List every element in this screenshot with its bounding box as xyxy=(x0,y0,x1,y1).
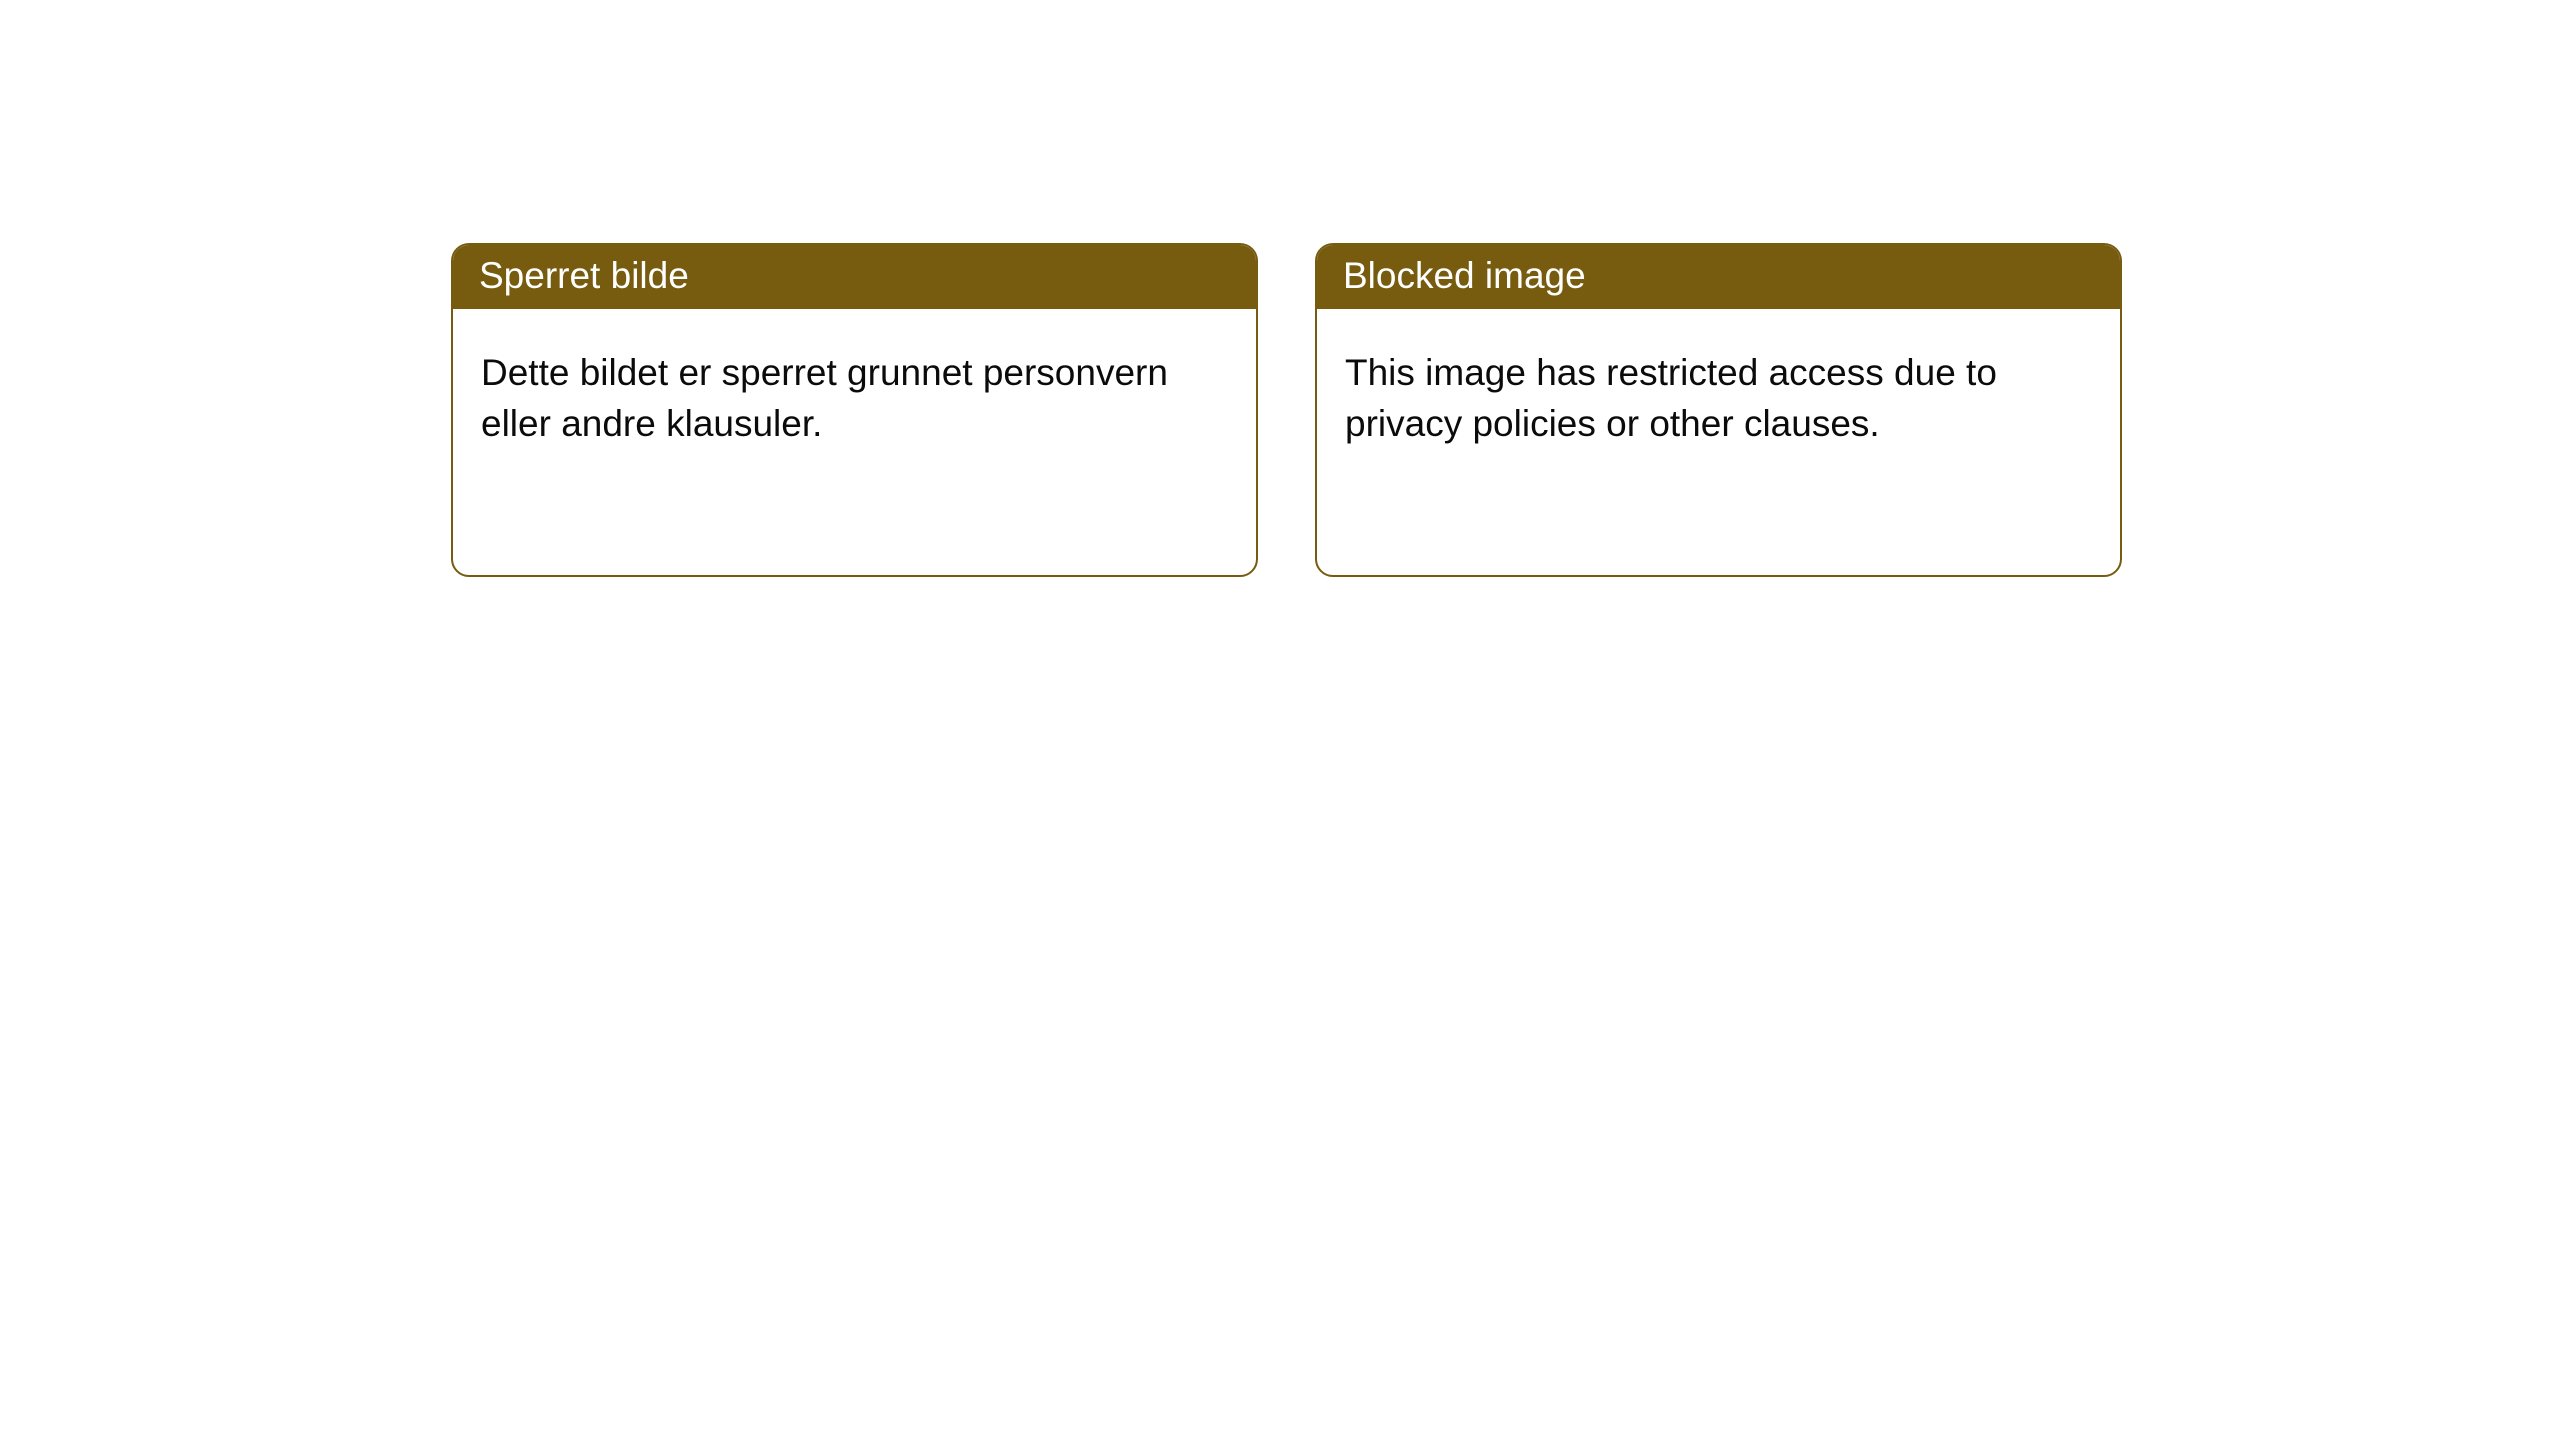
notice-card-english: Blocked image This image has restricted … xyxy=(1315,243,2122,577)
notice-card-title: Sperret bilde xyxy=(453,245,1256,309)
notice-card-norwegian: Sperret bilde Dette bildet er sperret gr… xyxy=(451,243,1258,577)
notice-card-title: Blocked image xyxy=(1317,245,2120,309)
notice-card-body: Dette bildet er sperret grunnet personve… xyxy=(453,309,1256,487)
notice-cards-container: Sperret bilde Dette bildet er sperret gr… xyxy=(0,0,2560,577)
notice-card-body: This image has restricted access due to … xyxy=(1317,309,2120,487)
